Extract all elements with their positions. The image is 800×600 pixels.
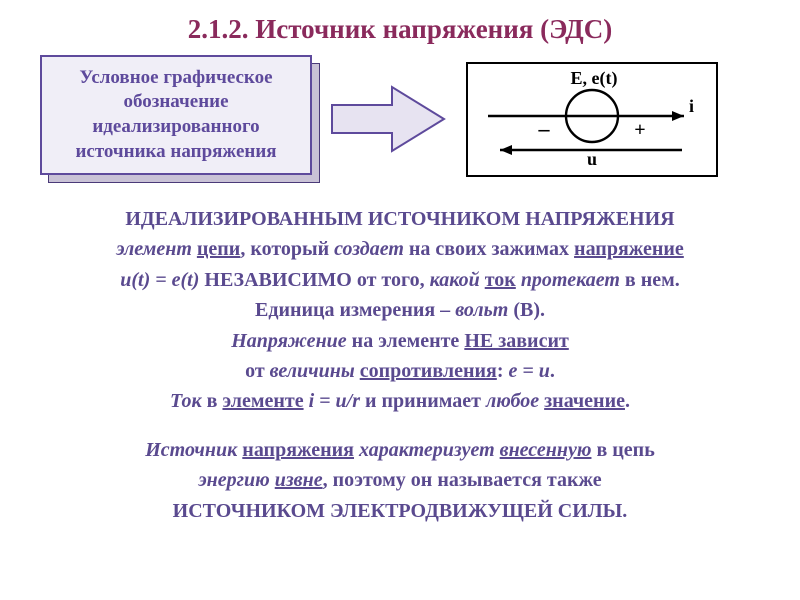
t: НЕ зависит (464, 330, 568, 352)
label-e: E, e(t) (571, 70, 618, 89)
t: характеризует (354, 439, 500, 461)
t: протекает (516, 269, 620, 291)
caption-line-2: обозначение (123, 91, 228, 112)
caption-line-4: источника напряжения (75, 141, 276, 162)
label-minus: – (538, 116, 551, 141)
t: на своих зажимах (404, 238, 574, 260)
t: ИДЕАЛИЗИРОВАННЫМ ИСТОЧНИКОМ НАПРЯЖЕНИЯ (125, 208, 674, 230)
caption-line-3: идеализированного (92, 116, 259, 137)
t: . (550, 360, 555, 382)
t: Источник (145, 439, 242, 461)
top-row: Условное графическое обозначение идеализ… (0, 55, 800, 183)
t: энергию (198, 469, 274, 491)
label-plus: + (634, 119, 645, 141)
t: НЕЗАВИСИМО от того, (199, 269, 429, 291)
t: в цепь (591, 439, 654, 461)
body-text: ИДЕАЛИЗИРОВАННЫМ ИСТОЧНИКОМ НАПРЯЖЕНИЯ э… (0, 183, 800, 525)
t: (В). (508, 299, 545, 321)
t: от (245, 360, 270, 382)
t: напряжение (574, 238, 684, 260)
t: напряжения (242, 439, 354, 461)
t: создает (334, 238, 404, 260)
t: Напряжение (231, 330, 346, 352)
t: вольт (455, 299, 508, 321)
t: какой (430, 269, 485, 291)
caption-line-1: Условное графическое (79, 67, 272, 88)
t: Единица измерения – (255, 299, 455, 321)
t: Ток (170, 390, 202, 412)
t: , который (240, 238, 334, 260)
page-title: 2.1.2. Источник напряжения (ЭДС) (0, 0, 800, 55)
label-i: i (689, 96, 694, 116)
t: цепи (197, 238, 240, 260)
t: извне (275, 469, 323, 491)
t: e = u (509, 360, 550, 382)
t: i = u/r (309, 390, 360, 412)
arrow-icon (328, 79, 448, 159)
t: сопротивления (360, 360, 497, 382)
t: ИСТОЧНИКОМ ЭЛЕКТРОДВИЖУЩЕЙ СИЛЫ. (173, 500, 628, 522)
t: элемент (116, 238, 197, 260)
t: любое (486, 390, 544, 412)
caption-box: Условное графическое обозначение идеализ… (40, 55, 320, 183)
t: в (202, 390, 223, 412)
t: элементе (222, 390, 303, 412)
t: внесенную (500, 439, 592, 461)
t: , поэтому он называется также (323, 469, 602, 491)
t: на элементе (347, 330, 465, 352)
t: величины (270, 360, 360, 382)
t: значение (544, 390, 625, 412)
t: . (625, 390, 630, 412)
t: u(t) = e(t) (120, 269, 199, 291)
t: : (497, 360, 509, 382)
t: ток (485, 269, 516, 291)
t: и принимает (360, 390, 486, 412)
label-u: u (587, 149, 597, 166)
t: в нем. (620, 269, 680, 291)
circuit-diagram: E, e(t) i – + u (466, 62, 718, 177)
